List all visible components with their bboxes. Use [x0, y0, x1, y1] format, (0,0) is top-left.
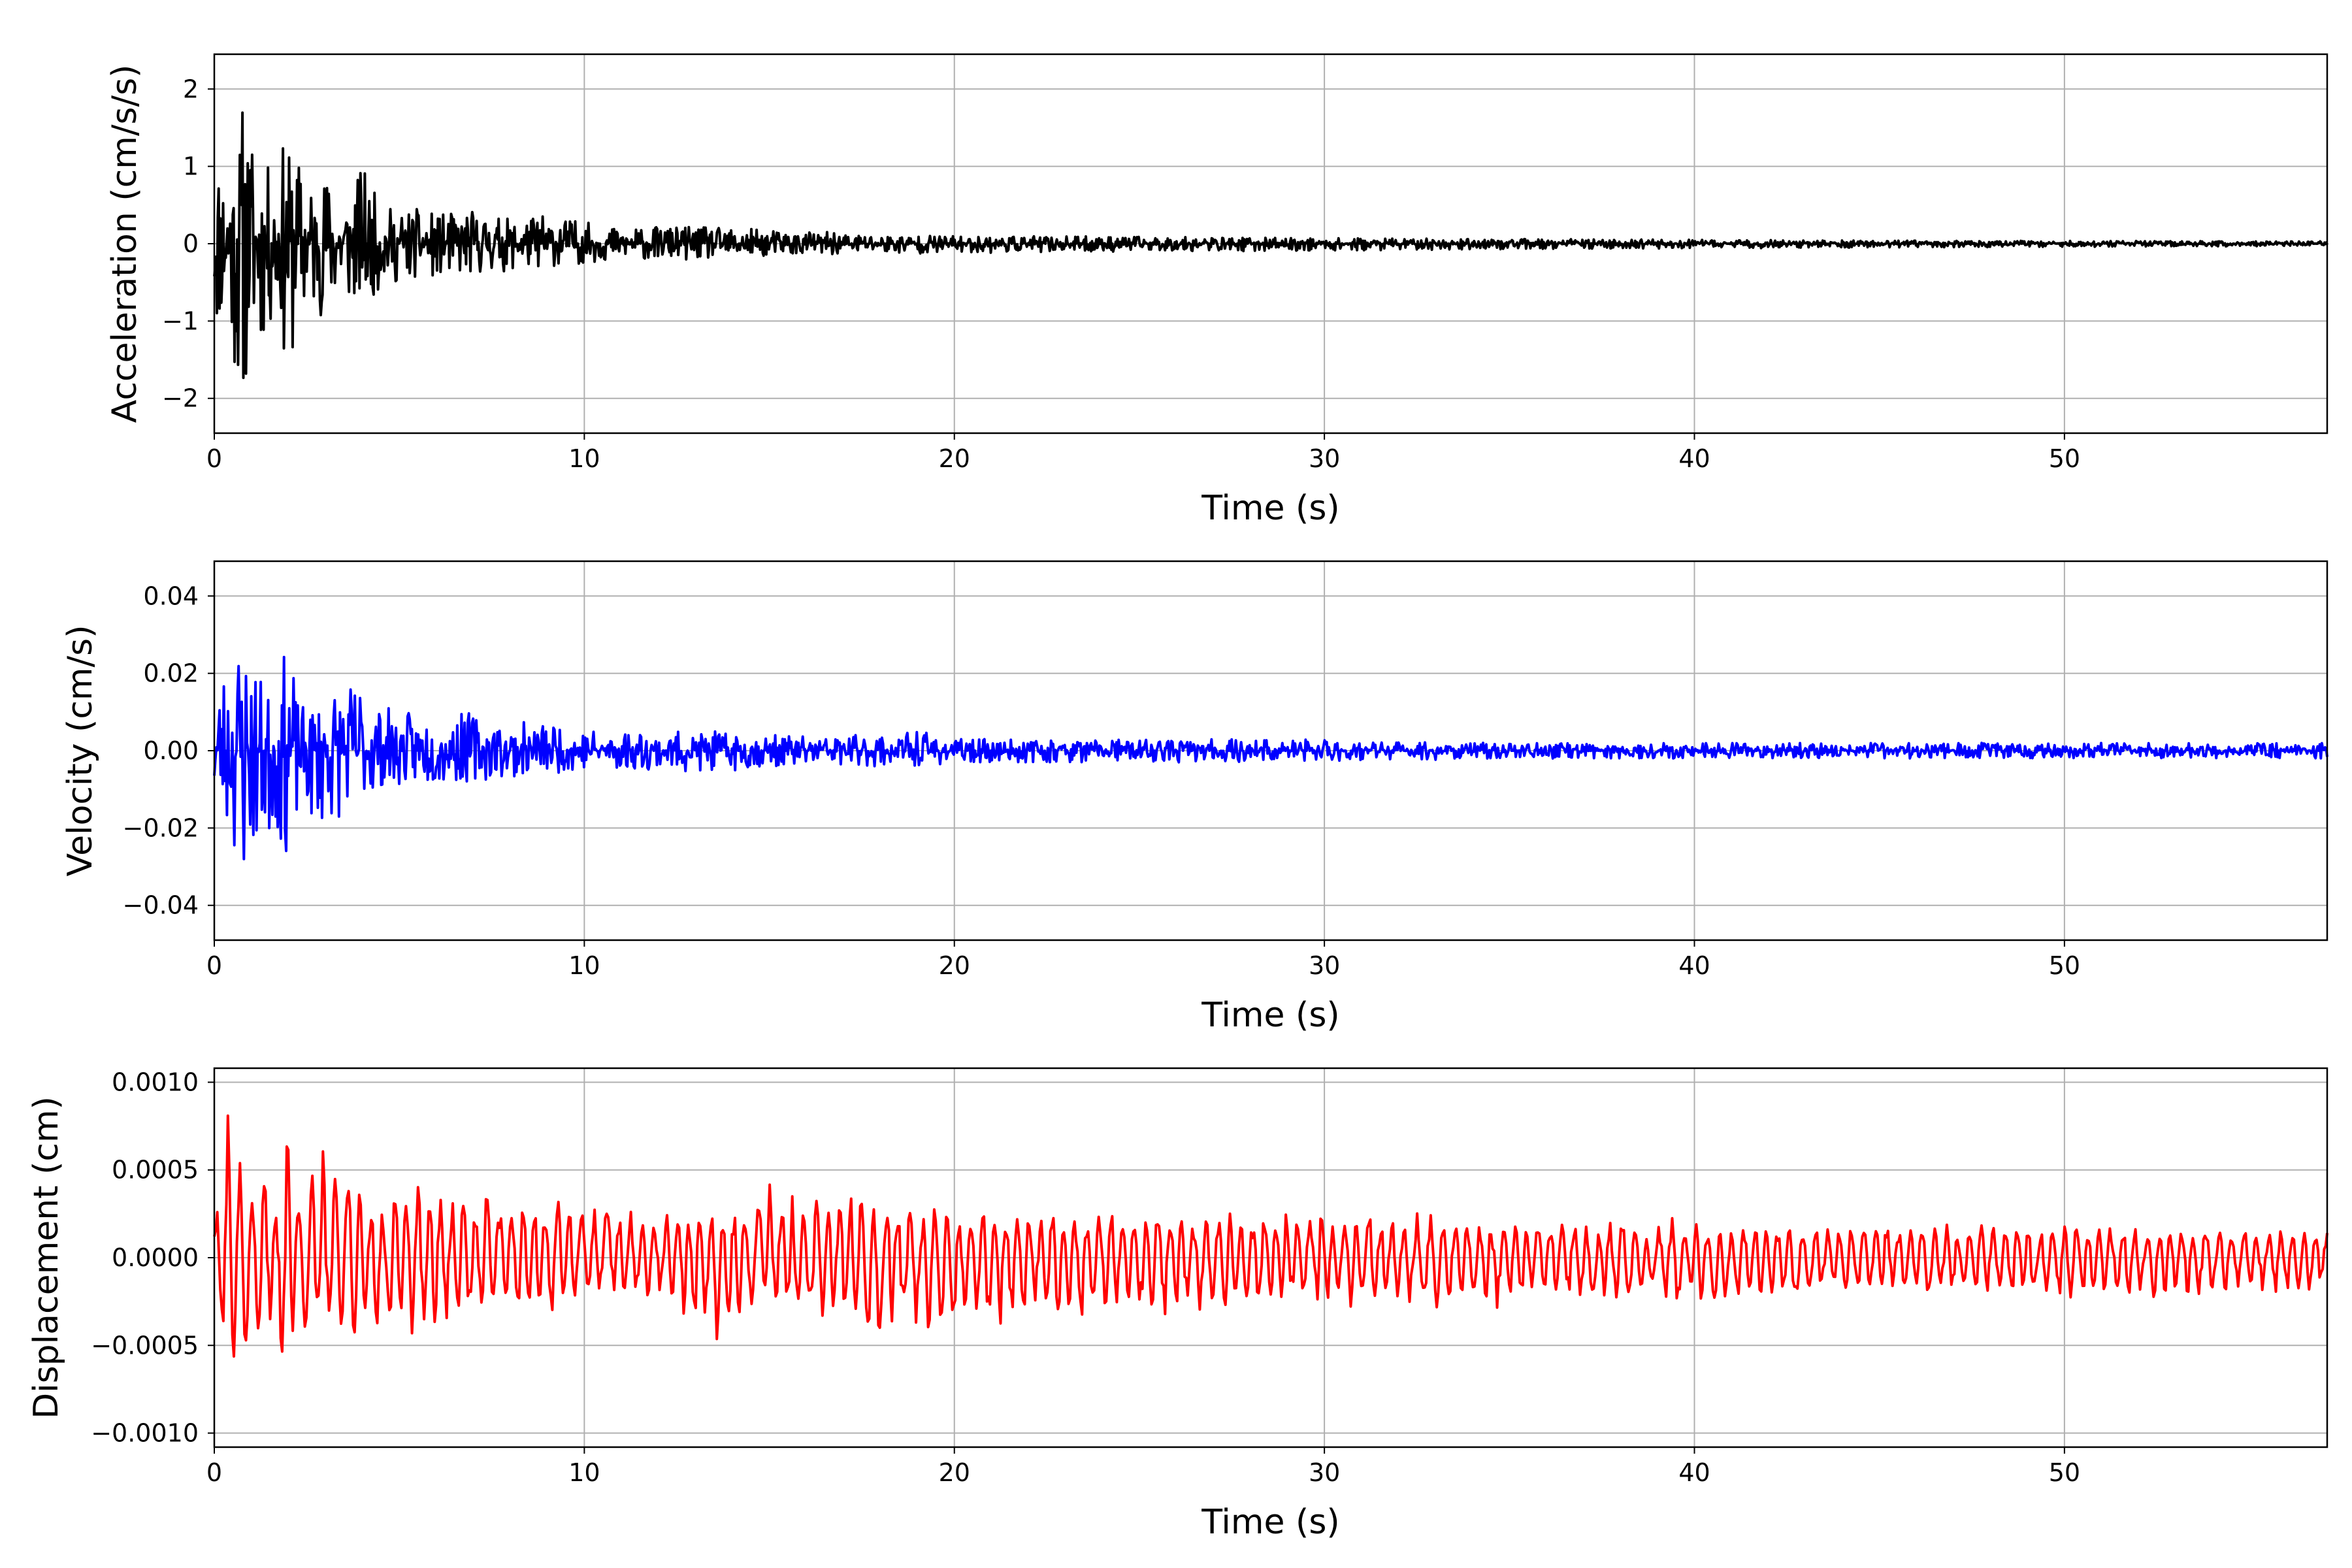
displacement-trace	[213, 1114, 2328, 1358]
x-tick-label: 50	[2049, 444, 2080, 473]
displacement-panel: 0 10 20 30 40 50 −0.0010 −0.0005 0.0000 0.0005 0.…	[27, 1067, 2328, 1542]
y-tick-label: −1	[162, 306, 199, 335]
y-tick-label: 0.0010	[112, 1068, 199, 1096]
x-tick-label: 10	[568, 951, 600, 980]
acceleration-panel: 0 10 20 30 40 50 −2 −1 0 1 2 Time (s) Acceleratio…	[105, 53, 2328, 528]
velocity-y-ticks: −0.04 −0.02 0.00 0.02 0.04	[123, 581, 214, 920]
x-tick-label: 0	[206, 444, 222, 473]
y-tick-label: −2	[162, 384, 199, 413]
y-tick-label: 0.0005	[112, 1156, 199, 1184]
y-tick-label: −0.02	[123, 813, 199, 842]
displacement-x-ticks: 0 10 20 30 40 50	[206, 1447, 2080, 1487]
x-tick-label: 50	[2049, 951, 2080, 980]
acceleration-series-line	[213, 111, 2328, 380]
acceleration-x-axis-label: Time (s)	[1201, 489, 1339, 528]
displacement-series-line	[213, 1114, 2328, 1358]
x-tick-label: 20	[939, 444, 970, 473]
x-tick-label: 0	[206, 1458, 222, 1487]
x-tick-label: 0	[206, 951, 222, 980]
displacement-y-axis-label: Displacement (cm)	[27, 1096, 66, 1419]
x-tick-label: 10	[568, 444, 600, 473]
y-tick-label: 0.00	[143, 736, 199, 765]
acceleration-y-ticks: −2 −1 0 1 2	[162, 74, 214, 413]
x-tick-label: 10	[568, 1458, 600, 1487]
y-tick-label: −0.0005	[91, 1331, 199, 1360]
y-tick-label: 0.04	[143, 581, 199, 610]
y-tick-label: 0.0000	[112, 1243, 199, 1272]
displacement-x-axis-label: Time (s)	[1201, 1503, 1339, 1542]
velocity-x-ticks: 0 10 20 30 40 50	[206, 940, 2080, 980]
y-tick-label: −0.04	[123, 891, 199, 920]
velocity-y-axis-label: Velocity (cm/s)	[61, 625, 100, 877]
x-tick-label: 40	[1678, 1458, 1710, 1487]
velocity-trace	[213, 655, 2328, 860]
x-tick-label: 20	[939, 1458, 970, 1487]
displacement-y-ticks: −0.0010 −0.0005 0.0000 0.0005 0.0010	[91, 1068, 214, 1448]
y-tick-label: 0.02	[143, 659, 199, 688]
x-tick-label: 40	[1678, 444, 1710, 473]
x-tick-label: 40	[1678, 951, 1710, 980]
velocity-x-axis-label: Time (s)	[1201, 996, 1339, 1035]
y-tick-label: 2	[183, 74, 199, 103]
x-tick-label: 30	[1309, 1458, 1340, 1487]
x-tick-label: 30	[1309, 444, 1340, 473]
x-tick-label: 20	[939, 951, 970, 980]
y-tick-label: 0	[183, 229, 199, 258]
x-tick-label: 30	[1309, 951, 1340, 980]
y-tick-label: −0.0010	[91, 1419, 199, 1448]
x-tick-label: 50	[2049, 1458, 2080, 1487]
acceleration-y-axis-label: Acceleration (cm/s/s)	[105, 65, 144, 423]
y-tick-label: 1	[183, 152, 199, 181]
acceleration-x-ticks: 0 10 20 30 40 50	[206, 433, 2080, 473]
acceleration-trace	[213, 111, 2328, 380]
velocity-panel: 0 10 20 30 40 50 −0.04 −0.02 0.00 0.02 0.04 Time …	[61, 560, 2328, 1035]
velocity-series-line	[213, 655, 2328, 860]
